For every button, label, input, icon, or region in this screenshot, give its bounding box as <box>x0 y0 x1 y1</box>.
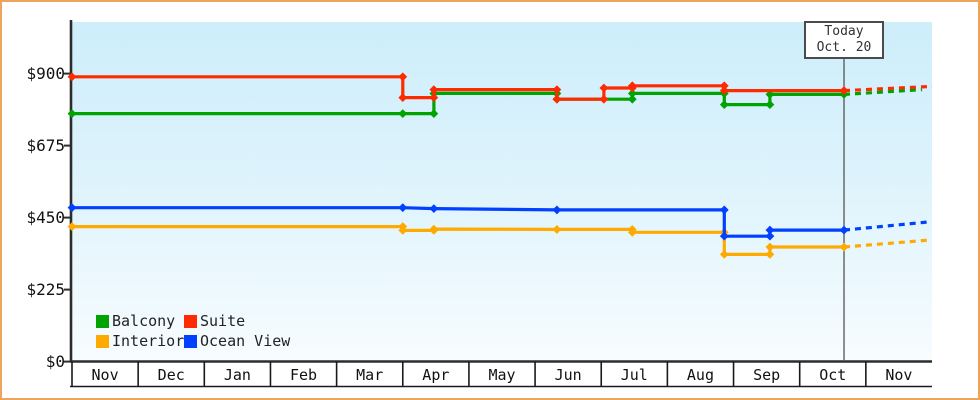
y-tick-label: $900 <box>26 64 65 83</box>
today-label: Today <box>824 24 864 39</box>
data-point-interior <box>839 242 849 252</box>
data-point-suite <box>398 72 408 82</box>
data-point-balcony <box>719 100 729 110</box>
legend-label-balcony: Balcony <box>112 312 176 330</box>
legend-item-balcony: Balcony <box>96 313 175 329</box>
data-point-balcony <box>398 109 408 118</box>
data-point-ocean-view <box>552 205 562 215</box>
series-forecast-balcony <box>843 88 923 96</box>
series-forecast-ocean-view <box>843 220 931 232</box>
month-label: Oct <box>819 366 846 384</box>
data-point-suite <box>599 94 609 104</box>
data-point-suite <box>719 81 729 91</box>
legend-label-ocean-view: Ocean View <box>200 332 291 350</box>
data-point-ocean-view <box>398 203 408 213</box>
data-point-ocean-view <box>719 231 729 241</box>
data-point-ocean-view <box>839 225 849 235</box>
month-label: Apr <box>422 366 449 384</box>
data-point-balcony <box>765 100 775 110</box>
data-point-balcony <box>429 109 439 118</box>
legend-swatch-suite <box>184 314 197 328</box>
today-date: Oct. 20 <box>816 40 872 55</box>
month-label: Feb <box>290 366 317 384</box>
data-point-suite <box>67 72 77 82</box>
data-point-ocean-view <box>719 205 729 215</box>
data-point-suite <box>398 93 408 102</box>
data-point-balcony <box>627 89 637 98</box>
data-point-suite <box>552 85 562 94</box>
data-point-ocean-view <box>67 203 77 213</box>
month-label: Jul <box>621 366 648 384</box>
data-point-interior <box>552 225 562 234</box>
plot-background <box>72 22 932 362</box>
y-tick-label: $0 <box>46 352 65 371</box>
y-tick-label: $450 <box>26 208 65 227</box>
series-forecast-suite <box>843 84 933 93</box>
legend-item-suite: Suite <box>184 313 245 329</box>
data-point-suite <box>839 86 849 95</box>
month-label: Aug <box>687 366 714 384</box>
data-point-balcony <box>67 109 77 118</box>
data-point-interior <box>627 227 637 237</box>
data-point-ocean-view <box>765 225 775 235</box>
data-point-balcony <box>627 94 637 104</box>
legend-label-suite: Suite <box>200 312 246 330</box>
month-label: Dec <box>158 366 185 384</box>
y-tick-label: $225 <box>26 280 65 299</box>
data-point-interior <box>765 242 775 252</box>
month-label: Nov <box>885 366 912 384</box>
series-forecast-interior <box>843 238 931 249</box>
month-label: Jan <box>224 366 251 384</box>
legend-item-ocean-view: Ocean View <box>184 333 290 349</box>
month-label: Mar <box>356 366 383 384</box>
legend-label-interior: Interior <box>112 332 185 350</box>
data-point-suite <box>627 81 637 91</box>
legend-item-interior: Interior <box>96 333 184 349</box>
data-point-interior <box>67 222 77 231</box>
data-point-interior <box>765 250 775 259</box>
data-point-ocean-view <box>765 231 775 241</box>
data-point-ocean-view <box>429 204 439 214</box>
legend-swatch-balcony <box>96 314 109 328</box>
series-line-interior <box>72 225 844 256</box>
series-line-suite <box>72 75 844 101</box>
data-point-suite <box>552 94 562 104</box>
legend-swatch-ocean-view <box>184 334 197 348</box>
month-label: Jun <box>555 366 582 384</box>
month-label: Sep <box>753 366 780 384</box>
data-point-suite <box>429 85 439 94</box>
data-point-suite <box>429 93 439 102</box>
y-tick-label: $675 <box>26 136 65 155</box>
data-point-interior <box>429 224 439 234</box>
data-point-suite <box>719 86 729 95</box>
month-label: May <box>488 366 515 384</box>
series-line-balcony <box>72 91 844 116</box>
legend-swatch-interior <box>96 334 109 348</box>
data-point-interior <box>719 250 729 259</box>
today-annotation-box: Today Oct. 20 <box>804 21 884 59</box>
month-label: Nov <box>92 366 119 384</box>
data-point-interior <box>398 226 408 235</box>
data-point-suite <box>599 83 609 93</box>
